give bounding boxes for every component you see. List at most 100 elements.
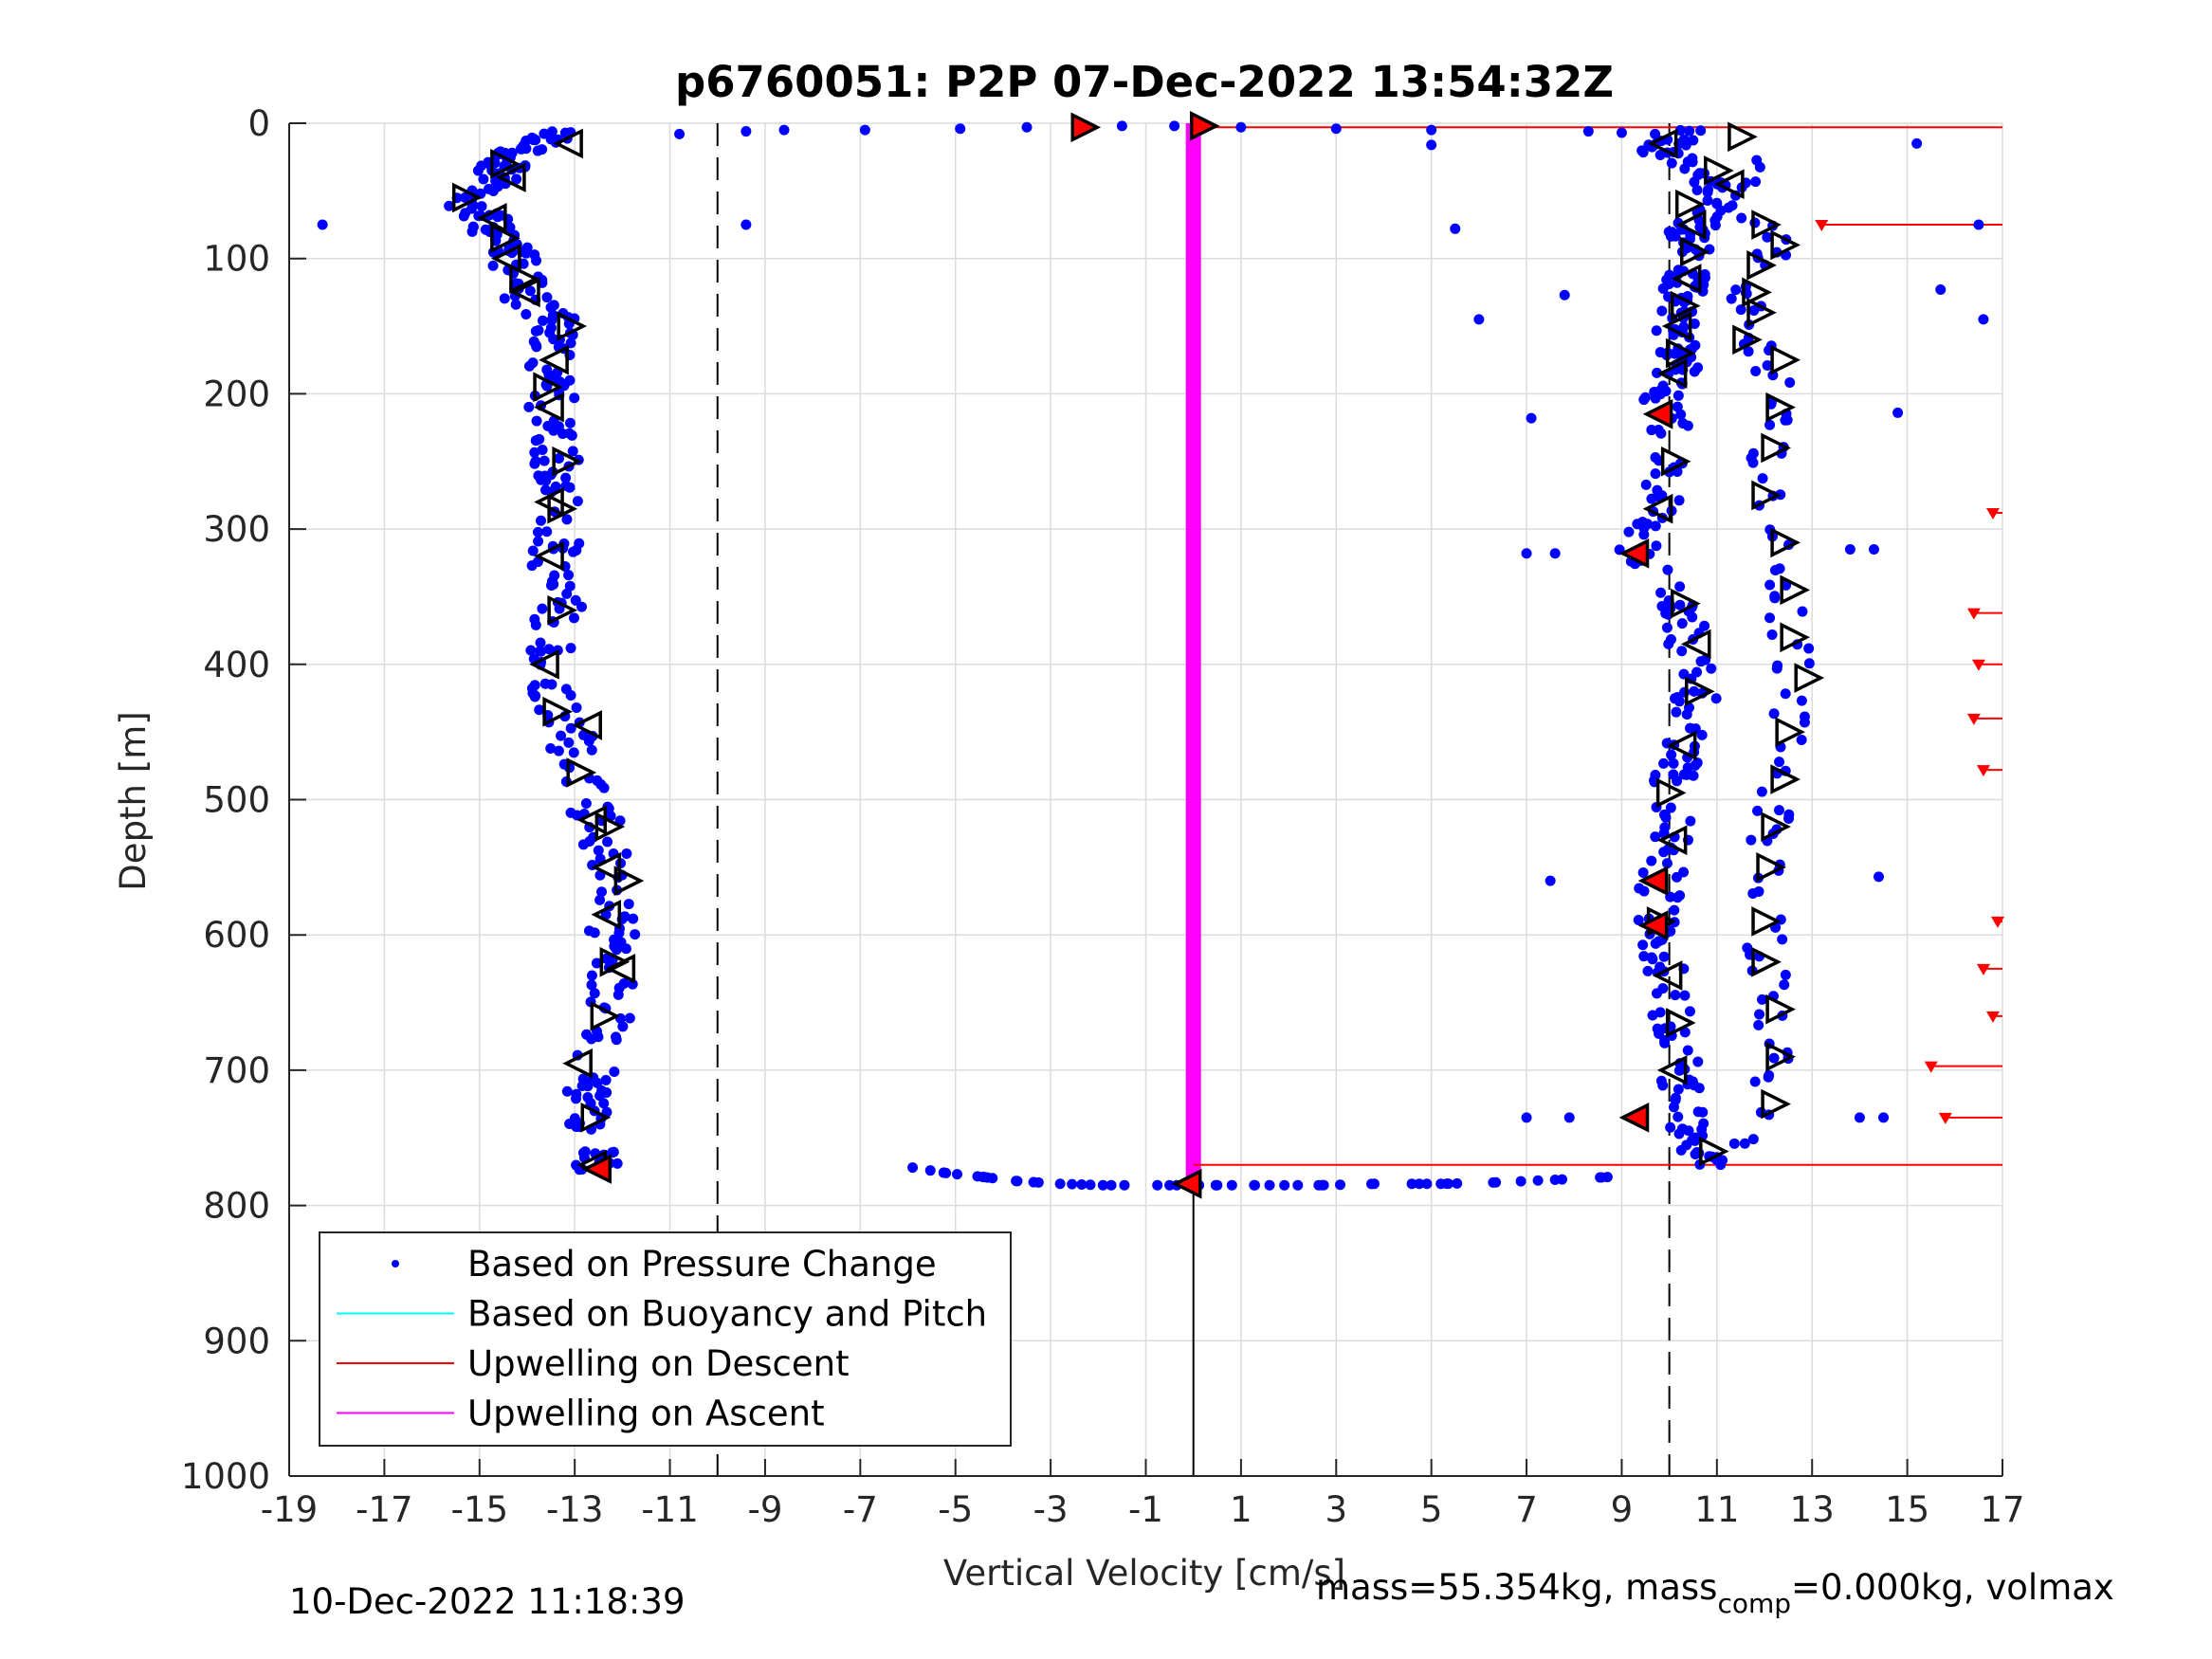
data-point <box>674 128 686 139</box>
data-point <box>1673 1065 1685 1076</box>
data-point <box>1292 1179 1304 1191</box>
data-point <box>1655 1075 1667 1086</box>
data-point <box>1365 1178 1377 1190</box>
data-point <box>1169 120 1180 132</box>
data-point <box>1683 1125 1694 1137</box>
x-tick-label: 13 <box>1790 1489 1835 1530</box>
data-point <box>1661 622 1673 633</box>
red-triangle-marker <box>1642 398 1673 429</box>
upwelling-descent-marker <box>1924 1061 1938 1073</box>
data-point <box>1647 1010 1658 1021</box>
data-point <box>1685 815 1696 827</box>
x-tick-label: -13 <box>546 1489 603 1530</box>
descent-triangle-marker <box>534 392 564 423</box>
upwelling-descent-marker <box>1976 963 1990 975</box>
data-point <box>1673 1084 1684 1095</box>
data-point <box>1654 149 1666 160</box>
data-point <box>1796 695 1807 706</box>
ascent-triangle-marker <box>1656 1055 1688 1085</box>
data-point <box>1780 969 1791 980</box>
x-tick-label: 1 <box>1230 1489 1252 1530</box>
data-point <box>478 173 489 185</box>
data-point <box>1767 370 1779 381</box>
data-point <box>1769 591 1781 602</box>
footer-timestamp: 10-Dec-2022 11:18:39 <box>289 1581 686 1622</box>
y-tick-label: 200 <box>203 374 270 414</box>
data-point <box>1749 217 1761 228</box>
data-point <box>577 839 589 850</box>
data-point <box>1662 564 1673 575</box>
data-point <box>472 165 484 176</box>
data-point <box>1715 1159 1727 1171</box>
data-point <box>531 255 542 266</box>
outer-triangle-marker <box>1775 717 1806 747</box>
data-point <box>740 126 752 137</box>
ascent-triangle-marker <box>1670 588 1701 619</box>
data-point <box>532 145 543 156</box>
data-point <box>1756 786 1767 797</box>
data-point <box>586 979 597 991</box>
data-point <box>476 201 487 212</box>
data-point <box>593 1031 604 1043</box>
data-point <box>1878 1112 1890 1123</box>
outer-triangle-marker <box>1756 852 1786 883</box>
data-point <box>1736 212 1747 224</box>
data-point <box>546 575 558 587</box>
data-point <box>620 943 631 955</box>
data-point <box>1703 184 1714 195</box>
data-point <box>1780 414 1791 426</box>
data-point <box>1762 359 1773 371</box>
outer-triangle-marker <box>1780 574 1811 606</box>
data-point <box>1750 365 1762 376</box>
data-point <box>545 742 557 754</box>
data-point <box>1660 811 1672 823</box>
data-point <box>1746 834 1757 846</box>
data-point <box>952 1169 963 1180</box>
y-tick-label: 1000 <box>181 1456 270 1497</box>
data-point <box>1678 668 1690 680</box>
data-point <box>1773 805 1784 816</box>
data-point <box>563 570 575 581</box>
data-point <box>525 645 537 656</box>
data-point <box>1646 425 1657 436</box>
descent-triangle-marker <box>594 811 626 842</box>
data-point <box>1747 457 1759 468</box>
data-point <box>521 308 532 319</box>
data-point <box>1334 1179 1345 1191</box>
data-point <box>559 127 571 138</box>
data-point <box>1673 390 1684 401</box>
data-point <box>1116 120 1127 132</box>
y-tick-label: 700 <box>203 1050 270 1091</box>
data-point <box>593 845 604 856</box>
data-point <box>537 444 548 455</box>
data-point <box>527 545 539 556</box>
data-point <box>1682 156 1693 168</box>
data-point <box>1646 855 1657 866</box>
data-point <box>1689 685 1700 697</box>
y-tick-label: 300 <box>203 509 270 550</box>
data-point <box>1651 367 1662 378</box>
data-point <box>1421 1178 1433 1190</box>
data-point <box>1651 540 1662 552</box>
outer-triangle-marker <box>1728 121 1758 153</box>
data-point <box>1978 314 1989 325</box>
data-point <box>1726 293 1737 304</box>
data-point <box>740 219 752 230</box>
outer-triangle-marker <box>1770 344 1801 375</box>
red-triangle-marker <box>1189 111 1220 141</box>
footer-mass-info: mass=55.354kg, masscomp=0.000kg, volmax <box>1316 1567 2114 1619</box>
data-point <box>1658 951 1670 962</box>
descent-triangle-marker <box>476 203 507 233</box>
data-point <box>1657 380 1669 392</box>
data-point <box>566 429 577 441</box>
data-point <box>596 886 608 898</box>
data-point <box>541 526 553 538</box>
outer-triangle-marker <box>1765 392 1796 423</box>
descent-triangle-marker <box>529 648 559 680</box>
upwelling-descent-marker <box>1938 1112 1952 1124</box>
data-point <box>1750 176 1762 188</box>
data-point <box>554 452 565 464</box>
data-point <box>548 300 559 311</box>
upwelling-descent-marker <box>1976 765 1990 777</box>
outer-triangle-marker <box>1780 622 1811 653</box>
